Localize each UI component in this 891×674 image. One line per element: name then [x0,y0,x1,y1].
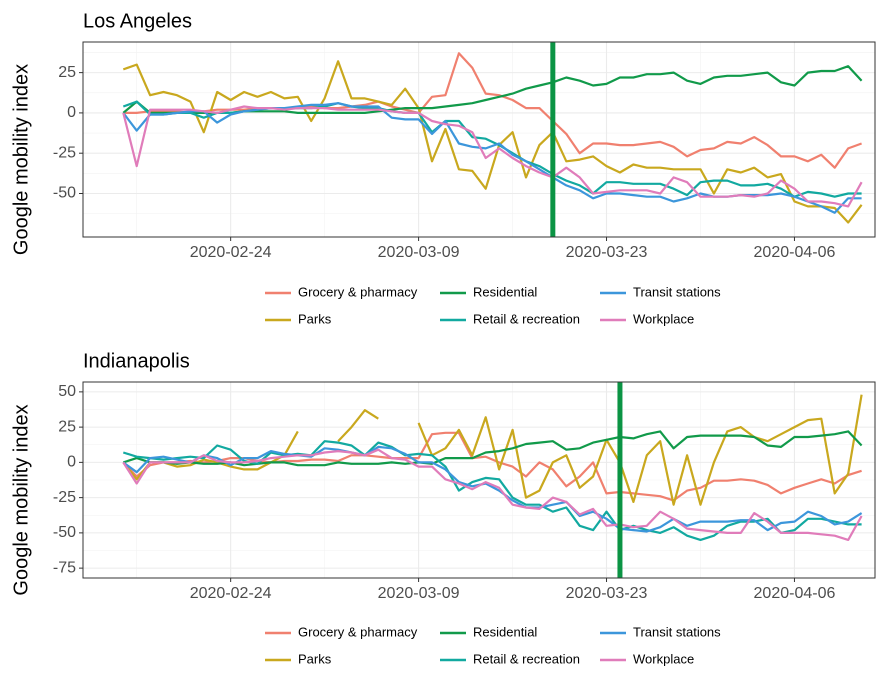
series-line [122,448,863,541]
y-tick-label: 25 [58,418,76,435]
panel-title: Los Angeles [83,10,192,32]
legend-label: Transit stations [633,284,721,299]
panel: -75 -50 -25 0 25 50 2020-02-24 2020-03-09 2020-0… [10,350,876,666]
legend-label: Residential [473,624,537,639]
legend-label: Workplace [633,651,694,666]
y-axis-label: Google mobility index [10,404,32,595]
x-tick-label: 2020-03-23 [566,585,648,602]
y-tick-label: 0 [67,104,76,121]
series-line [123,52,862,169]
y-tick-label: -25 [53,489,76,506]
x-tick-label: 2020-02-24 [190,244,272,261]
legend-label: Retail & recreation [473,651,580,666]
legend-label: Grocery & pharmacy [298,624,418,639]
y-tick-label: -50 [53,524,76,541]
legend-label: Grocery & pharmacy [298,284,418,299]
y-axis-label: Google mobility index [10,64,32,255]
series-line [122,105,863,208]
legend-label: Retail & recreation [473,311,580,326]
x-tick-label: 2020-02-24 [190,585,272,602]
legend-label: Transit stations [633,624,721,639]
plot-border [82,41,876,238]
plot-border [82,381,876,579]
x-tick-label: 2020-04-06 [754,585,836,602]
y-tick-label: -50 [53,185,76,202]
y-tick-label: -25 [53,144,76,161]
panel: -50 -25 0 25 2020-02-24 2020-03-09 2020-03-23 2… [10,10,876,326]
y-tick-label: 50 [58,383,76,400]
x-tick-label: 2020-03-09 [378,244,460,261]
series-line [122,445,863,533]
panel-title: Indianapolis [83,350,190,372]
x-tick-label: 2020-04-06 [754,244,836,261]
legend-label: Workplace [633,311,694,326]
y-tick-label: 25 [58,64,76,81]
legend-label: Residential [473,284,537,299]
y-tick-label: -75 [53,559,76,576]
series-line [122,430,863,467]
legend-label: Parks [298,311,332,326]
series-line [122,60,863,224]
x-tick-label: 2020-03-09 [378,585,460,602]
legend-label: Parks [298,651,332,666]
x-tick-label: 2020-03-23 [566,244,648,261]
y-tick-label: 0 [67,454,76,471]
